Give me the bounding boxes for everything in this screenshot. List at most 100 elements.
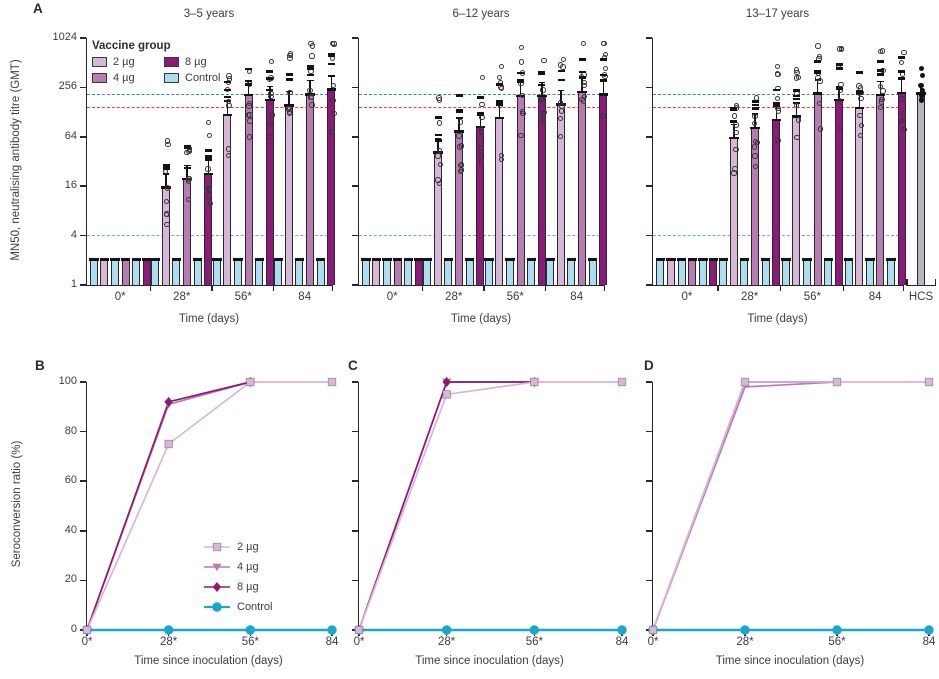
marker-square bbox=[648, 625, 658, 635]
scatter-cluster-dash bbox=[814, 69, 822, 73]
scatter-point bbox=[285, 106, 292, 112]
bar bbox=[516, 97, 525, 285]
bar bbox=[142, 260, 151, 285]
reference-line bbox=[359, 93, 605, 95]
scatter-cluster-dash bbox=[204, 156, 212, 160]
bar-top-cap bbox=[150, 258, 160, 261]
x-axis-label-time-a3: Time (days) bbox=[747, 313, 808, 325]
scatter-point bbox=[733, 129, 739, 136]
y-tick bbox=[80, 37, 86, 39]
bar bbox=[781, 260, 790, 285]
scatter-point bbox=[267, 133, 273, 139]
scatter-point bbox=[226, 146, 232, 152]
scatter-point bbox=[900, 95, 906, 102]
bar bbox=[465, 260, 474, 285]
x-tick bbox=[272, 285, 275, 291]
hcs-scatter-point bbox=[919, 91, 926, 97]
bar bbox=[316, 260, 325, 285]
scatter-point bbox=[457, 119, 464, 125]
error-bar bbox=[775, 106, 777, 121]
bar bbox=[813, 94, 822, 285]
bar bbox=[172, 260, 181, 285]
bar bbox=[223, 115, 232, 285]
bar-top-cap bbox=[316, 258, 326, 261]
legend-marker-icon bbox=[204, 582, 230, 592]
scatter-cluster-dash bbox=[557, 78, 565, 82]
scatter-point bbox=[901, 126, 907, 133]
bar bbox=[556, 105, 565, 285]
x-tick-label: 84 bbox=[922, 636, 936, 648]
error-bar bbox=[165, 174, 167, 189]
hcs-bar-area bbox=[906, 38, 936, 286]
y-tick bbox=[80, 579, 86, 582]
scatter-point bbox=[165, 142, 171, 148]
reference-line bbox=[87, 93, 333, 95]
scatter-point bbox=[752, 153, 758, 159]
bar bbox=[855, 108, 864, 285]
scatter-point bbox=[817, 100, 823, 107]
hcs-scatter-point bbox=[920, 87, 926, 94]
error-bar bbox=[498, 104, 501, 120]
scatter-cluster-dash bbox=[751, 107, 759, 110]
marker-square bbox=[212, 542, 222, 552]
x-axis-label-inoculation-d: Time since inoculation (days) bbox=[715, 655, 865, 667]
scatter-point bbox=[458, 162, 464, 168]
scatter-point bbox=[856, 83, 862, 89]
bar bbox=[110, 260, 119, 285]
scatter-cluster-dash bbox=[793, 94, 801, 98]
scatter-point bbox=[436, 95, 442, 101]
bar bbox=[476, 127, 485, 285]
scatter-point bbox=[600, 113, 606, 119]
bar-top-cap bbox=[823, 258, 834, 261]
scatter-point bbox=[205, 119, 212, 126]
error-bar-cap bbox=[557, 89, 565, 92]
scatter-point bbox=[456, 133, 462, 139]
bar-top-cap bbox=[403, 258, 413, 261]
hcs-axis-label: HCS bbox=[908, 291, 934, 303]
scatter-point bbox=[775, 137, 781, 144]
scatter-point bbox=[775, 108, 782, 114]
series-line-4µg bbox=[358, 381, 535, 631]
scatter-cluster-dash bbox=[751, 100, 759, 104]
scatter-point bbox=[308, 41, 314, 47]
bar bbox=[455, 132, 463, 285]
scatter-point bbox=[794, 69, 800, 76]
y-tick bbox=[80, 136, 86, 138]
error-bar-cap bbox=[793, 102, 800, 104]
scatter-cluster-dash bbox=[455, 94, 463, 98]
y-tick bbox=[646, 284, 652, 286]
bar bbox=[698, 260, 707, 285]
y-tick bbox=[352, 430, 358, 433]
bar bbox=[284, 106, 293, 285]
bar bbox=[750, 128, 759, 285]
scatter-point bbox=[858, 122, 865, 128]
error-bar bbox=[560, 90, 562, 106]
scatter-cluster-dash bbox=[793, 88, 801, 92]
scatter-point bbox=[731, 113, 738, 119]
seroconversion-legend: 2 µg 4 µg 8 µg Control bbox=[204, 541, 272, 613]
y-tick bbox=[80, 86, 86, 89]
hcs-scatter-point bbox=[918, 82, 924, 89]
scatter-cluster-dash bbox=[538, 83, 546, 87]
error-bar bbox=[519, 82, 522, 98]
scatter-point bbox=[477, 153, 484, 159]
scatter-cluster-dash bbox=[245, 67, 253, 71]
bar-top-cap bbox=[739, 258, 750, 261]
scatter-cluster-dash bbox=[578, 57, 586, 61]
x-tick-label: 84 bbox=[570, 291, 584, 303]
scatter-cluster-dash bbox=[434, 116, 442, 120]
scatter-cluster-dash bbox=[162, 167, 170, 170]
scatter-point bbox=[558, 133, 564, 139]
legend-marker-icon bbox=[204, 563, 230, 572]
scatter-point bbox=[206, 187, 212, 193]
bar-top-cap bbox=[422, 258, 432, 261]
scatter-point bbox=[794, 134, 800, 140]
scatter-cluster-dash bbox=[455, 108, 463, 112]
marker-square bbox=[82, 625, 92, 635]
scatter-point bbox=[836, 97, 843, 103]
bar bbox=[887, 260, 896, 285]
scatter-point bbox=[560, 56, 567, 63]
y-tick bbox=[646, 480, 652, 482]
scatter-cluster-dash bbox=[772, 103, 780, 107]
